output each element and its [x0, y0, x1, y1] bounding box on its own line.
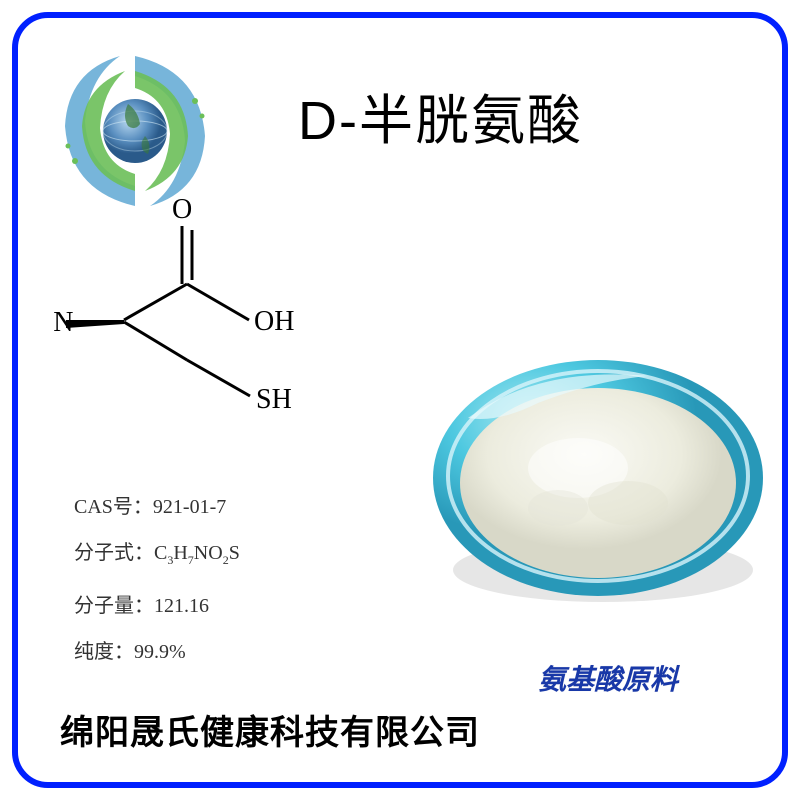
mw-value: 121.16: [154, 595, 209, 617]
formula-row: 分子式：C3H7NO2S: [74, 530, 240, 583]
atom-sh: SH: [256, 384, 292, 415]
border-frame: D-半胱氨酸 O OH H2N SH CAS号：921-01-7 分子式：C3H…: [12, 12, 788, 788]
purity-label: 纯度：: [74, 641, 134, 663]
atom-o: O: [172, 194, 192, 225]
chemical-info: CAS号：921-01-7 分子式：C3H7NO2S 分子量：121.16 纯度…: [74, 484, 240, 675]
company-name: 绵阳晟氏健康科技有限公司: [60, 705, 480, 754]
atom-oh: OH: [254, 306, 294, 337]
purity-value: 99.9%: [134, 641, 186, 663]
cas-value: 921-01-7: [153, 496, 226, 518]
formula-no-prefix: NO: [194, 542, 223, 564]
product-title: D-半胱氨酸: [298, 76, 583, 155]
formula-s: S: [229, 542, 240, 564]
mw-label: 分子量：: [74, 595, 154, 617]
cas-row: CAS号：921-01-7: [74, 484, 240, 530]
product-photo: [418, 348, 778, 628]
formula-c-prefix: C: [154, 542, 167, 564]
cas-label: CAS号：: [74, 496, 153, 518]
atom-nh2: H2N: [54, 307, 73, 341]
formula-h-prefix: H: [173, 542, 187, 564]
purity-row: 纯度：99.9%: [74, 629, 240, 675]
product-caption: 氨基酸原料: [538, 658, 678, 698]
formula-label: 分子式：: [74, 542, 154, 564]
mw-row: 分子量：121.16: [74, 583, 240, 629]
molecular-structure: O OH H2N SH: [54, 188, 354, 468]
